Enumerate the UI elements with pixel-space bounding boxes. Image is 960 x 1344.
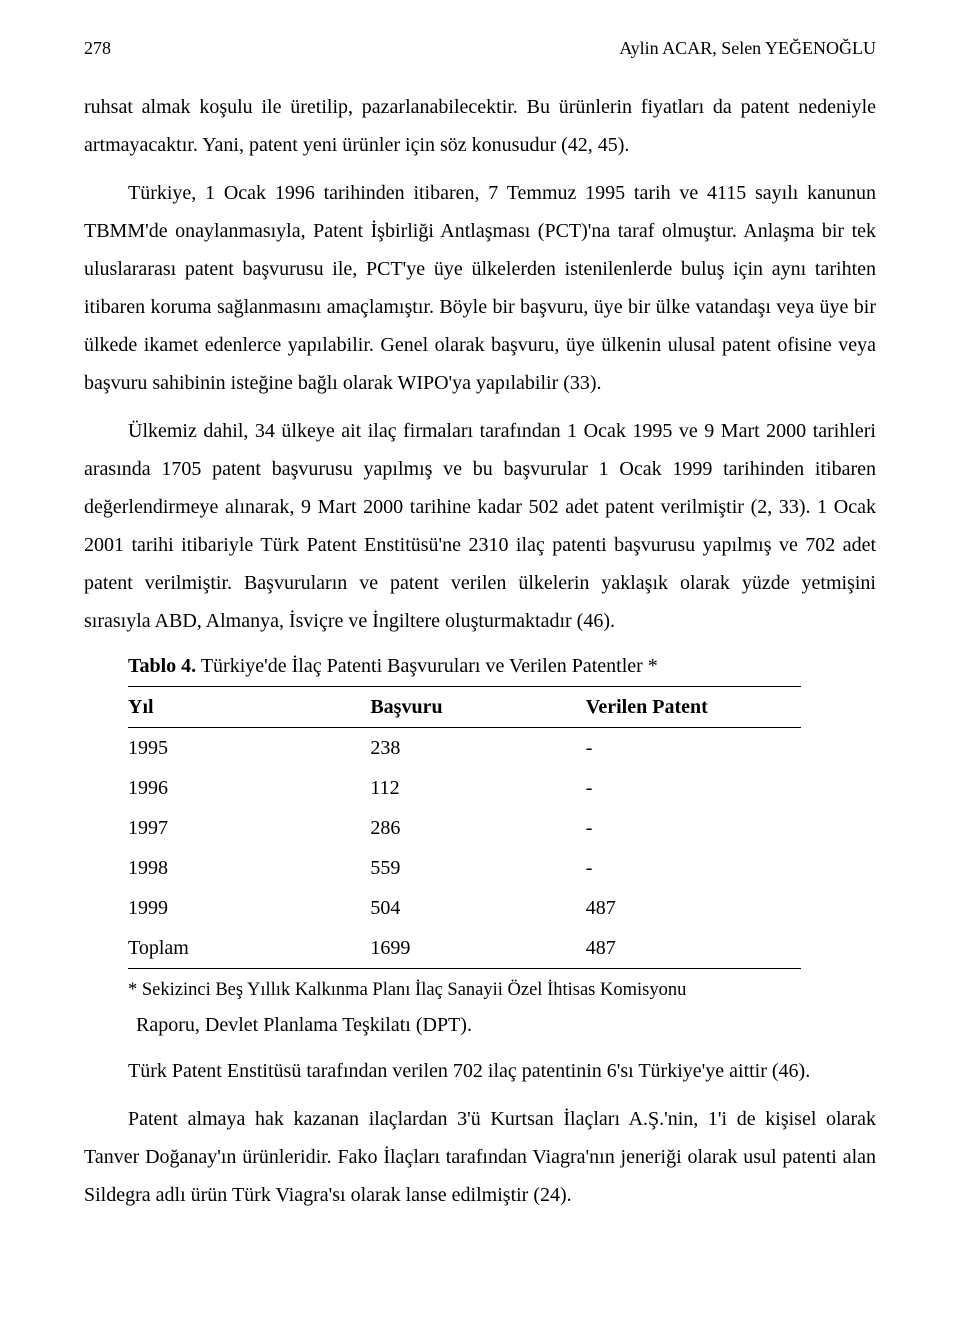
authors: Aylin ACAR, Selen YEĞENOĞLU [619, 38, 876, 60]
page-header: 278 Aylin ACAR, Selen YEĞENOĞLU [84, 38, 876, 60]
cell: 487 [586, 888, 801, 928]
cell: 1999 [128, 888, 370, 928]
table-footnote: * Sekizinci Beş Yıllık Kalkınma Planı İl… [128, 975, 876, 1006]
page-number: 278 [84, 38, 111, 60]
cell: - [586, 727, 801, 768]
cell: 487 [586, 928, 801, 969]
cell: 559 [370, 848, 585, 888]
cell: 1998 [128, 848, 370, 888]
cell: 1995 [128, 727, 370, 768]
paragraph-3: Ülkemiz dahil, 34 ülkeye ait ilaç firmal… [84, 412, 876, 640]
table-row: 1999 504 487 [128, 888, 801, 928]
table-row: 1998 559 - [128, 848, 801, 888]
cell: 1997 [128, 808, 370, 848]
table-row: Toplam 1699 487 [128, 928, 801, 969]
paragraph-2: Türkiye, 1 Ocak 1996 tarihinden itibaren… [84, 174, 876, 402]
paragraph-1: ruhsat almak koşulu ile üretilip, pazarl… [84, 88, 876, 164]
col-header-verilen: Verilen Patent [586, 686, 801, 727]
cell: 286 [370, 808, 585, 848]
cell: - [586, 808, 801, 848]
table-header-row: Yıl Başvuru Verilen Patent [128, 686, 801, 727]
table-row: 1996 112 - [128, 768, 801, 808]
cell: 504 [370, 888, 585, 928]
patent-table: Yıl Başvuru Verilen Patent 1995 238 - 19… [128, 686, 801, 969]
cell: 112 [370, 768, 585, 808]
cell: 1699 [370, 928, 585, 969]
cell: 238 [370, 727, 585, 768]
table-row: 1995 238 - [128, 727, 801, 768]
paragraph-4: Türk Patent Enstitüsü tarafından verilen… [84, 1052, 876, 1090]
table-caption-bold: Tablo 4. [128, 655, 196, 677]
cell: - [586, 768, 801, 808]
table-row: 1997 286 - [128, 808, 801, 848]
paragraph-5: Patent almaya hak kazanan ilaçlardan 3'ü… [84, 1100, 876, 1214]
table-source: Raporu, Devlet Planlama Teşkilatı (DPT). [136, 1008, 876, 1042]
col-header-yil: Yıl [128, 686, 370, 727]
table-caption-rest: Türkiye'de İlaç Patenti Başvuruları ve V… [196, 655, 658, 677]
cell: 1996 [128, 768, 370, 808]
col-header-basvuru: Başvuru [370, 686, 585, 727]
cell: - [586, 848, 801, 888]
cell: Toplam [128, 928, 370, 969]
table-caption: Tablo 4. Türkiye'de İlaç Patenti Başvuru… [128, 650, 876, 682]
